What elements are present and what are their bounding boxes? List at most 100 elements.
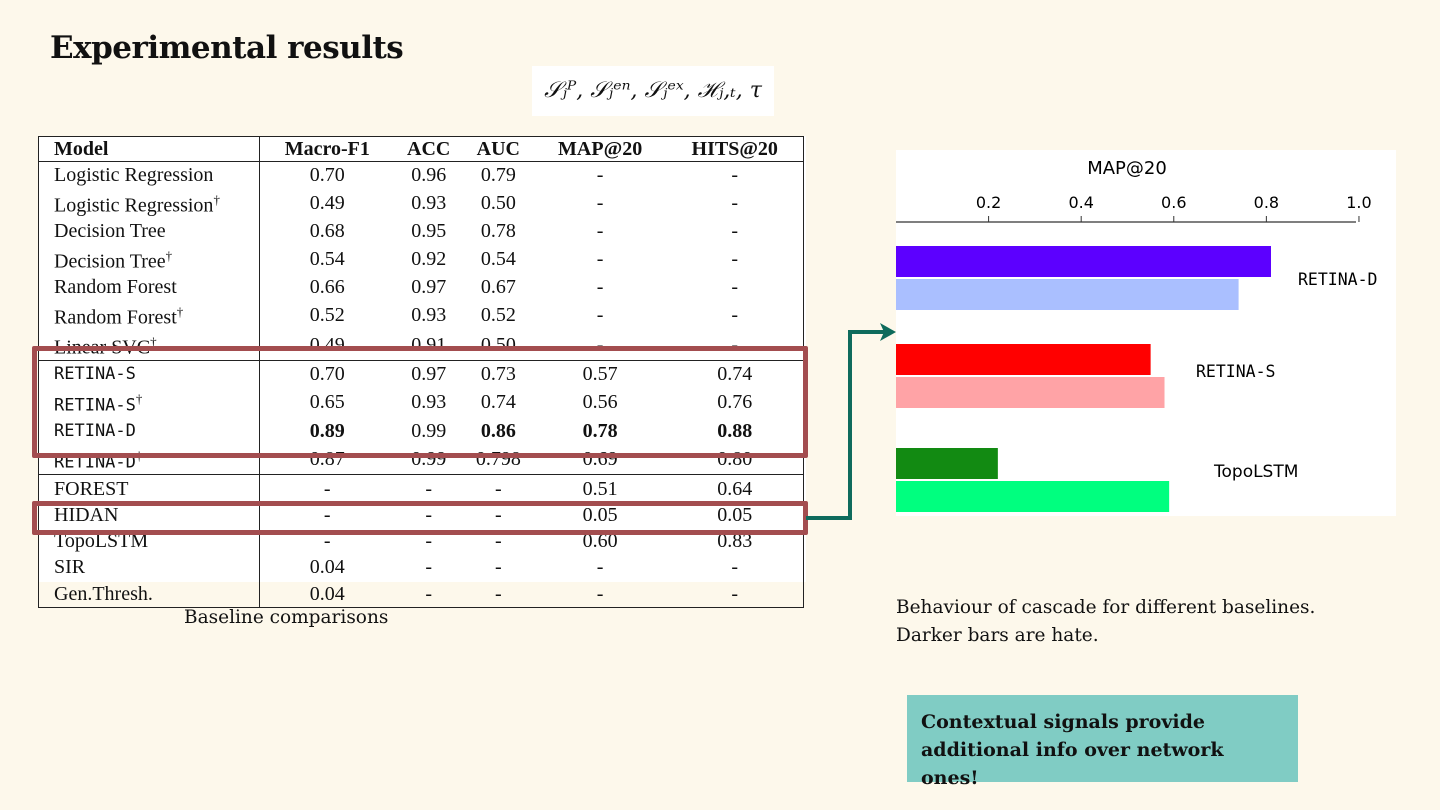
- dagger-mark: †: [135, 390, 143, 406]
- table-row: FOREST - - -0.51 0.64: [38, 474, 804, 502]
- model-name: Decision Tree: [54, 250, 166, 273]
- model-name: SIR: [54, 556, 86, 579]
- group-label: RETINA-D: [1298, 270, 1377, 289]
- x-tick-label: 0.8: [1254, 193, 1279, 212]
- value-cell: 0.97: [411, 276, 447, 299]
- table-row: SIR 0.04 - - - -: [38, 554, 804, 581]
- group-label: RETINA-S: [1196, 362, 1275, 381]
- value-cell: 0.74: [480, 391, 516, 414]
- dagger-mark: †: [176, 304, 184, 320]
- column-header-auc: AUC: [462, 136, 534, 162]
- value-cell: 0.76: [717, 391, 753, 414]
- model-name-cell: Decision Tree: [38, 217, 260, 245]
- value-cell: -: [596, 333, 604, 356]
- value-cell: 0.79: [480, 164, 516, 187]
- model-name: Logistic Regression: [54, 164, 214, 187]
- model-name-cell: Logistic Regression: [38, 161, 260, 189]
- value-cell: 0.49: [309, 192, 345, 215]
- table-row: Random Forest 0.66 0.97 0.67 - -: [38, 273, 804, 301]
- table-body: Logistic Regression 0.70 0.96 0.79 - - Logisti…: [38, 161, 804, 608]
- value-cell: -: [731, 192, 739, 215]
- value-cell: 0.60: [582, 530, 618, 553]
- results-table-panel: Model Macro-F1 ACC AUC MAP@20 HITS@20 Logisti…: [38, 136, 806, 608]
- callout-line-1: Contextual signals provide: [921, 711, 1205, 733]
- value-cell: 0.93: [411, 304, 447, 327]
- arrowhead-icon: [880, 323, 896, 341]
- value-cell: -: [596, 220, 604, 243]
- value-cell: 0.95: [411, 220, 447, 243]
- column-header-model: Model: [38, 136, 260, 162]
- group-label: TopoLSTM: [1213, 462, 1298, 482]
- value-cell: 0.52: [480, 304, 516, 327]
- value-cell: 0.05: [582, 503, 618, 526]
- value-cell: -: [494, 503, 502, 526]
- caption-baseline-comparisons: Baseline comparisons: [184, 607, 389, 628]
- value-cell: 0.51: [533, 474, 667, 502]
- value-cell: -: [425, 556, 433, 579]
- model-name: RETINA-S: [54, 395, 136, 416]
- model-name-cell: RETINA-S†: [38, 386, 260, 418]
- caption-line-2: Darker bars are hate.: [896, 625, 1099, 646]
- value-cell: 0.88: [717, 419, 753, 442]
- table-row: Logistic Regression 0.70 0.96 0.79 - -: [38, 161, 804, 189]
- bar-hate-retina-s: [896, 344, 1151, 375]
- value-cell: 0.73: [462, 359, 534, 387]
- table-header-row: Model Macro-F1 ACC AUC MAP@20 HITS@20: [38, 136, 804, 162]
- value-cell: 0.54: [480, 248, 516, 271]
- feature-formula: 𝒮ⱼᴾ, 𝒮ⱼᵉⁿ, 𝒮ⱼᵉˣ, ℋⱼ,ₜ, τ: [532, 66, 774, 116]
- value-cell: -: [323, 530, 331, 553]
- bar-hate-topolstm: [896, 448, 998, 479]
- value-cell: -: [731, 276, 739, 299]
- callout-line-2: additional info over network ones!: [921, 739, 1224, 789]
- column-header-macro-f1: Macro-F1: [259, 136, 395, 162]
- highlight-box-topolstm: [32, 501, 808, 535]
- connector-arrow: [806, 323, 896, 520]
- value-cell: 0.56: [582, 391, 618, 414]
- bar-hate-retina-d: [896, 246, 1271, 277]
- value-cell: -: [494, 556, 502, 579]
- highlight-box-retina: [32, 346, 808, 458]
- caption-cascade-behaviour: Behaviour of cascade for different basel…: [896, 594, 1315, 650]
- model-name: Logistic Regression: [54, 194, 214, 217]
- value-cell: -: [259, 474, 395, 502]
- chart-title: MAP@20: [1087, 158, 1167, 179]
- value-cell: -: [425, 530, 433, 553]
- value-cell: -: [596, 248, 604, 271]
- model-name-cell: Gen.Thresh.: [38, 580, 260, 608]
- value-cell: -: [731, 582, 739, 605]
- value-cell: 0.99: [411, 419, 447, 442]
- value-cell: 0.65: [309, 391, 345, 414]
- value-cell: -: [731, 248, 739, 271]
- table-row: Decision Tree† 0.54 0.92 0.54 - -: [38, 244, 804, 274]
- value-cell: -: [731, 220, 739, 243]
- model-name-cell: Decision Tree†: [38, 244, 260, 274]
- connector-line: [806, 330, 888, 520]
- value-cell: 0.97: [394, 359, 463, 387]
- value-cell: -: [425, 582, 433, 605]
- model-name: Gen.Thresh.: [54, 582, 153, 605]
- value-cell: -: [494, 582, 502, 605]
- value-cell: -: [731, 164, 739, 187]
- value-cell: 0.70: [259, 359, 395, 387]
- callout-box: Contextual signals provide additional in…: [907, 695, 1298, 789]
- dagger-mark: †: [213, 192, 220, 208]
- model-name: Random Forest: [54, 306, 177, 329]
- value-cell: -: [731, 304, 739, 327]
- column-header-acc: ACC: [394, 136, 463, 162]
- value-cell: 0.86: [480, 419, 516, 442]
- model-name: HIDAN: [54, 503, 119, 526]
- value-cell: 0.96: [411, 164, 447, 187]
- value-cell: 0.67: [480, 276, 516, 299]
- results-table: Model Macro-F1 ACC AUC MAP@20 HITS@20 Logisti…: [38, 136, 804, 608]
- x-tick-label: 0.4: [1068, 193, 1093, 212]
- model-name-cell: FOREST: [38, 474, 260, 502]
- slide-title: Experimental results: [50, 30, 404, 66]
- value-cell: 0.83: [717, 530, 753, 553]
- model-name: RETINA-S: [54, 364, 136, 385]
- table-row: Decision Tree 0.68 0.95 0.78 - -: [38, 217, 804, 245]
- dagger-mark: †: [150, 333, 157, 349]
- bar-nonhate-retina-s: [896, 377, 1165, 408]
- value-cell: 0.04: [309, 582, 345, 605]
- map20-bar-chart: MAP@20 0.2 0.4 0.6 0.8 1.0 RETINA-D RETINA-S Top…: [896, 150, 1396, 516]
- value-cell: 0.66: [309, 276, 345, 299]
